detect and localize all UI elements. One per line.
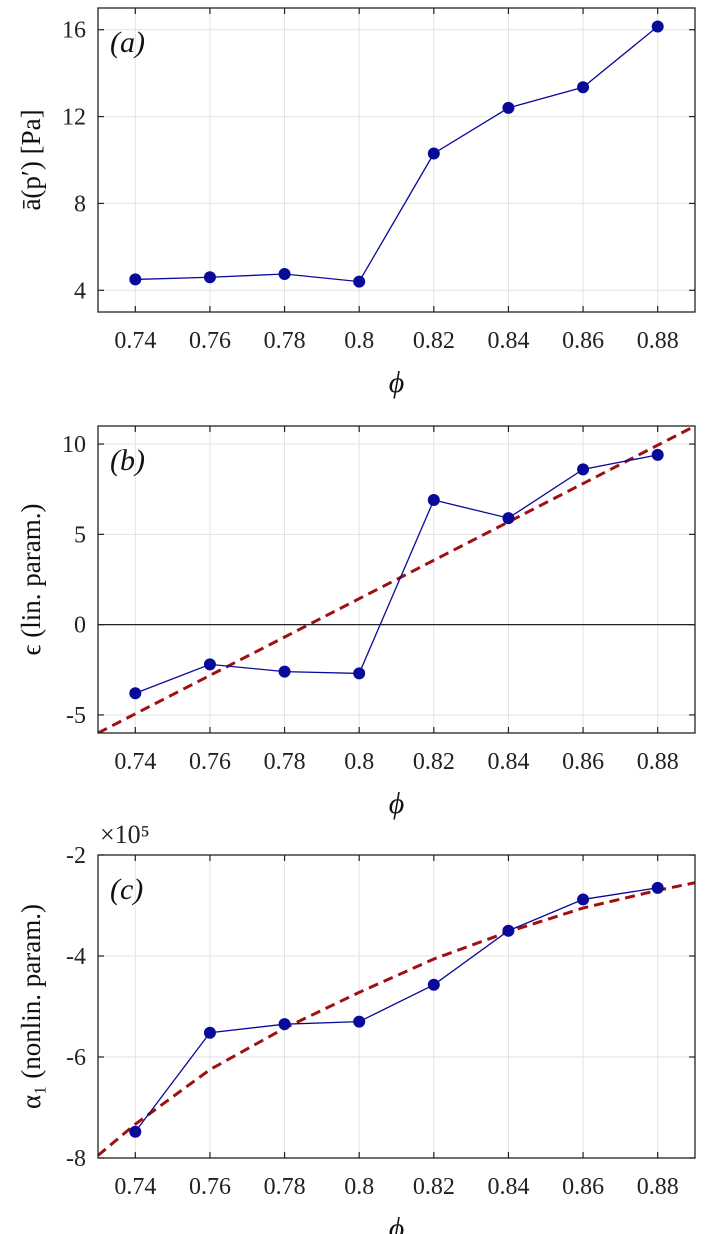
x-tick-label: 0.78 (264, 328, 306, 354)
data-point (353, 275, 366, 288)
x-tick-label: 0.78 (264, 749, 306, 775)
x-tick-label: 0.74 (114, 749, 156, 775)
y-axis-label: α₁ (nonlin. param.) (16, 904, 46, 1109)
x-tick-label: 0.78 (264, 1174, 306, 1200)
x-tick-label: 0.84 (487, 328, 529, 354)
axes-box (97, 7, 696, 313)
y-tick-label: 5 (74, 522, 86, 548)
x-tick-label: 0.84 (487, 1174, 529, 1200)
y-tick-label: 10 (62, 432, 86, 458)
x-tick-label: 0.82 (413, 1174, 455, 1200)
data-point (502, 512, 515, 525)
x-tick-label: 0.8 (344, 749, 374, 775)
x-tick-label: 0.86 (562, 328, 604, 354)
x-axis-label: ϕ (389, 1212, 405, 1234)
panel-label: (b) (110, 444, 145, 477)
x-tick-label: 0.82 (413, 749, 455, 775)
exponent-label: ×10⁵ (100, 820, 150, 849)
y-tick-label: -4 (66, 944, 86, 970)
y-tick-label: 0 (74, 613, 86, 639)
x-tick-label: 0.86 (562, 1174, 604, 1200)
data-point (427, 494, 440, 507)
data-point (353, 667, 366, 680)
data-point (203, 1026, 216, 1039)
data-point (502, 924, 515, 937)
data-point (651, 448, 664, 461)
x-tick-label: 0.74 (114, 1174, 156, 1200)
data-point (353, 1015, 366, 1028)
x-tick-label: 0.86 (562, 749, 604, 775)
y-tick-label: 16 (62, 18, 86, 44)
series-line (135, 25, 659, 283)
data-point (577, 81, 590, 94)
y-tick-label: 4 (74, 278, 86, 304)
y-tick-label: -2 (66, 843, 86, 869)
x-tick-label: 0.82 (413, 328, 455, 354)
y-tick-label: 12 (62, 105, 86, 131)
x-axis-label: ϕ (389, 366, 405, 399)
fit-line (98, 881, 695, 1157)
x-tick-label: 0.76 (189, 749, 231, 775)
x-tick-label: 0.76 (189, 328, 231, 354)
data-point (278, 665, 291, 678)
data-point (129, 687, 142, 700)
series-line (134, 887, 658, 1133)
panel-label: (a) (110, 26, 145, 59)
x-tick-label: 0.8 (344, 328, 374, 354)
data-point (427, 978, 440, 991)
y-tick-label: -6 (66, 1045, 86, 1071)
x-tick-label: 0.76 (189, 1174, 231, 1200)
y-axis-label: ā(p′) [Pa] (16, 109, 46, 210)
series-line (135, 454, 658, 694)
data-point (203, 271, 216, 284)
panel-b: 0.74 0.76 0.78 0.8 0.82 0.84 0.86 0.88 -5 0 5 10 (b)… (16, 425, 696, 820)
x-tick-label: 0.8 (344, 1174, 374, 1200)
data-point (577, 893, 590, 906)
y-tick-label: -5 (66, 703, 86, 729)
fit-line (98, 426, 695, 733)
panel-a: 0.74 0.76 0.78 0.8 0.82 0.84 0.86 0.88 4 8 12 16 (a)… (16, 7, 696, 399)
data-point (278, 1018, 291, 1031)
data-point (502, 101, 515, 114)
x-tick-label: 0.88 (637, 328, 679, 354)
data-point (203, 658, 216, 671)
data-point (129, 1125, 142, 1138)
x-tick-label: 0.88 (637, 749, 679, 775)
x-tick-label: 0.88 (637, 1174, 679, 1200)
y-tick-label: 8 (74, 191, 86, 217)
data-point (651, 20, 664, 33)
panel-c: 0.74 0.76 0.78 0.8 0.82 0.84 0.86 0.88 -8 -6 -4 -2 (… (16, 820, 696, 1234)
x-axis-label: ϕ (389, 787, 405, 820)
x-tick-label: 0.84 (487, 749, 529, 775)
x-tick-label: 0.74 (114, 328, 156, 354)
panel-label: (c) (110, 873, 143, 906)
axes-box (97, 425, 696, 734)
data-point (278, 268, 291, 280)
data-point (427, 147, 440, 160)
y-axis-label: ϵ (lin. param.) (16, 504, 46, 656)
y-tick-label: -8 (66, 1146, 86, 1172)
data-point (651, 881, 664, 894)
data-point (129, 273, 142, 286)
data-point (577, 463, 590, 476)
axes-box (97, 854, 696, 1159)
